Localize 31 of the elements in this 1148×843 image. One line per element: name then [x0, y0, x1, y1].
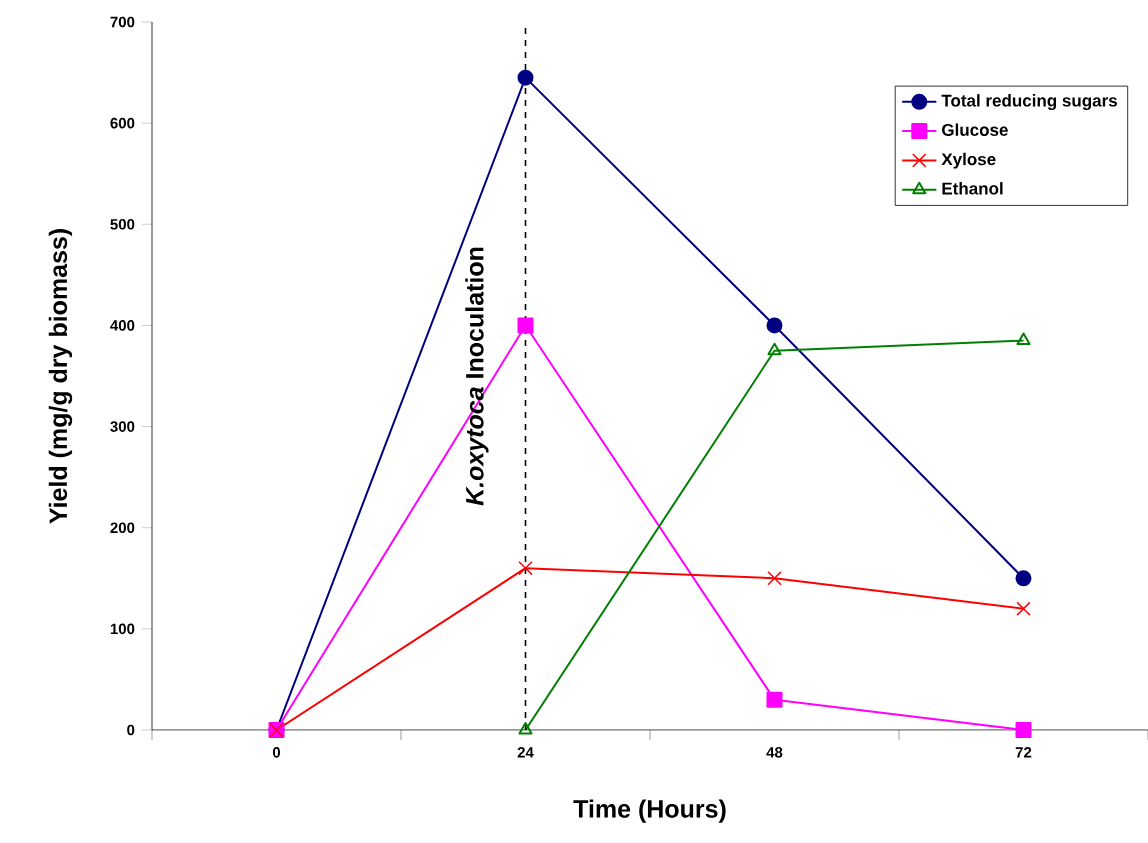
- y-tick-label: 0: [127, 724, 135, 736]
- point: [766, 691, 783, 708]
- y-tick-label: 300: [110, 421, 135, 432]
- y-tick-label: 600: [110, 117, 135, 129]
- ref-line-label: K.oxytoca Inoculation: [465, 247, 489, 506]
- y-tick-label: 700: [110, 16, 135, 28]
- point: [517, 69, 534, 86]
- point: [518, 561, 533, 576]
- y-tick-label: 400: [110, 320, 135, 331]
- legend-label: Total reducing sugars: [941, 94, 1117, 111]
- x-tick-label: 0: [272, 747, 281, 758]
- x-axis-title: Time (Hours): [573, 799, 726, 823]
- legend-label: Ethanol: [942, 182, 1003, 195]
- point: [517, 317, 534, 334]
- point: [767, 342, 782, 356]
- point: [1015, 570, 1032, 587]
- x-tick-label: 72: [1015, 747, 1032, 758]
- x-tick-label: 48: [766, 747, 783, 758]
- y-tick-label: 200: [110, 522, 135, 534]
- point: [767, 571, 782, 586]
- y-axis-title: Yield (mg/g dry biomass): [48, 229, 73, 524]
- point: [1016, 332, 1031, 346]
- y-tick-label: 100: [110, 623, 135, 635]
- point: [766, 317, 783, 334]
- point: [1016, 601, 1031, 616]
- y-tick-label: 500: [110, 218, 135, 230]
- point: [518, 722, 533, 735]
- point: [1015, 722, 1032, 738]
- legend-label: Xylose: [941, 152, 996, 169]
- legend-label: Glucose: [942, 123, 1008, 136]
- x-tick-label: 24: [517, 747, 534, 758]
